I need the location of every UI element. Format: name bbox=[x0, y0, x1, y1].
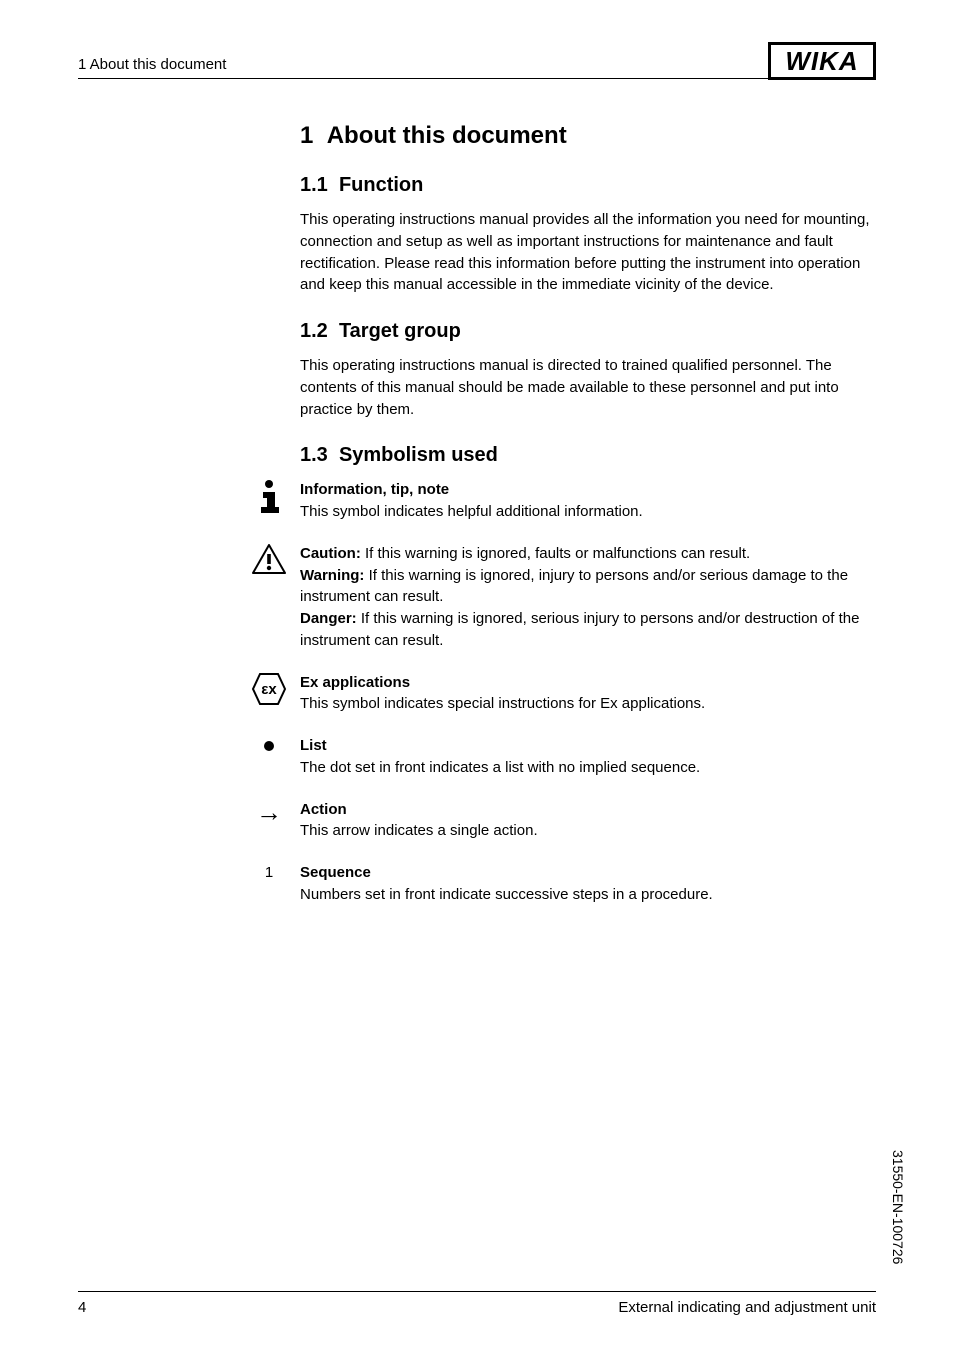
caution-label: Caution: bbox=[300, 545, 361, 562]
caution-body: If this warning is ignored, faults or ma… bbox=[361, 545, 750, 562]
symbol-text: Sequence Numbers set in front indicate s… bbox=[300, 862, 880, 906]
symbol-warn-block: Caution: If this warning is ignored, fau… bbox=[300, 543, 880, 652]
section-number: 1 bbox=[300, 122, 313, 149]
symbol-ex-block: εx Ex applications This symbol indicates… bbox=[300, 672, 880, 716]
logo-text: WIKA bbox=[785, 46, 858, 77]
danger-label: Danger: bbox=[300, 610, 357, 627]
running-header: 1 About this document bbox=[78, 56, 226, 73]
symbol-heading: Action bbox=[300, 801, 347, 818]
subsection-heading: 1.3 Symbolism used bbox=[300, 444, 880, 467]
section-heading: 1 About this document bbox=[300, 122, 880, 150]
symbol-sequence-block: 1 Sequence Numbers set in front indicate… bbox=[300, 862, 880, 906]
danger-body: If this warning is ignored, serious inju… bbox=[300, 610, 859, 649]
bullet-dot-icon bbox=[250, 735, 288, 751]
body-paragraph: This operating instructions manual provi… bbox=[300, 209, 880, 296]
ex-hexagon-icon: εx bbox=[250, 672, 288, 706]
symbol-body: This arrow indicates a single action. bbox=[300, 822, 538, 839]
symbol-body: Numbers set in front indicate successive… bbox=[300, 886, 713, 903]
document-code-vertical: 31550-EN-100726 bbox=[890, 1150, 906, 1264]
info-icon bbox=[250, 479, 288, 513]
symbol-text: Ex applications This symbol indicates sp… bbox=[300, 672, 880, 716]
body-paragraph: This operating instructions manual is di… bbox=[300, 355, 880, 420]
warning-triangle-icon bbox=[250, 543, 288, 575]
section-title: About this document bbox=[327, 122, 567, 149]
symbol-heading: Information, tip, note bbox=[300, 481, 449, 498]
sub-title: Function bbox=[339, 174, 423, 196]
subsection-heading: 1.2 Target group bbox=[300, 320, 880, 343]
symbol-text: List The dot set in front indicates a li… bbox=[300, 735, 880, 779]
symbol-heading: List bbox=[300, 737, 327, 754]
sequence-number-icon: 1 bbox=[250, 864, 288, 881]
symbol-body: This symbol indicates special instructio… bbox=[300, 695, 705, 712]
symbol-action-block: → Action This arrow indicates a single a… bbox=[300, 799, 880, 843]
symbol-body: This symbol indicates helpful additional… bbox=[300, 503, 643, 520]
symbol-text: Action This arrow indicates a single act… bbox=[300, 799, 880, 843]
footer-rule bbox=[78, 1291, 876, 1292]
symbol-info-block: Information, tip, note This symbol indic… bbox=[300, 479, 880, 523]
symbol-list-block: List The dot set in front indicates a li… bbox=[300, 735, 880, 779]
subsection-heading: 1.1 Function bbox=[300, 174, 880, 197]
symbol-text: Information, tip, note This symbol indic… bbox=[300, 479, 880, 523]
symbol-text: Caution: If this warning is ignored, fau… bbox=[300, 543, 880, 652]
header-rule bbox=[78, 78, 876, 79]
sub-number: 1.1 bbox=[300, 174, 328, 196]
sub-number: 1.2 bbox=[300, 320, 328, 342]
symbol-body: The dot set in front indicates a list wi… bbox=[300, 759, 700, 776]
sub-number: 1.3 bbox=[300, 444, 328, 466]
main-content: 1 About this document 1.1 Function This … bbox=[300, 122, 880, 926]
symbol-heading: Ex applications bbox=[300, 674, 410, 691]
symbol-heading: Sequence bbox=[300, 864, 371, 881]
sub-title: Symbolism used bbox=[339, 444, 498, 466]
page-number: 4 bbox=[78, 1299, 86, 1316]
wika-logo: WIKA bbox=[768, 42, 876, 80]
warning-body: If this warning is ignored, injury to pe… bbox=[300, 567, 848, 606]
arrow-right-icon: → bbox=[250, 799, 288, 825]
warning-label: Warning: bbox=[300, 567, 364, 584]
sub-title: Target group bbox=[339, 320, 461, 342]
footer-title: External indicating and adjustment unit bbox=[618, 1299, 876, 1316]
svg-text:εx: εx bbox=[261, 681, 277, 698]
